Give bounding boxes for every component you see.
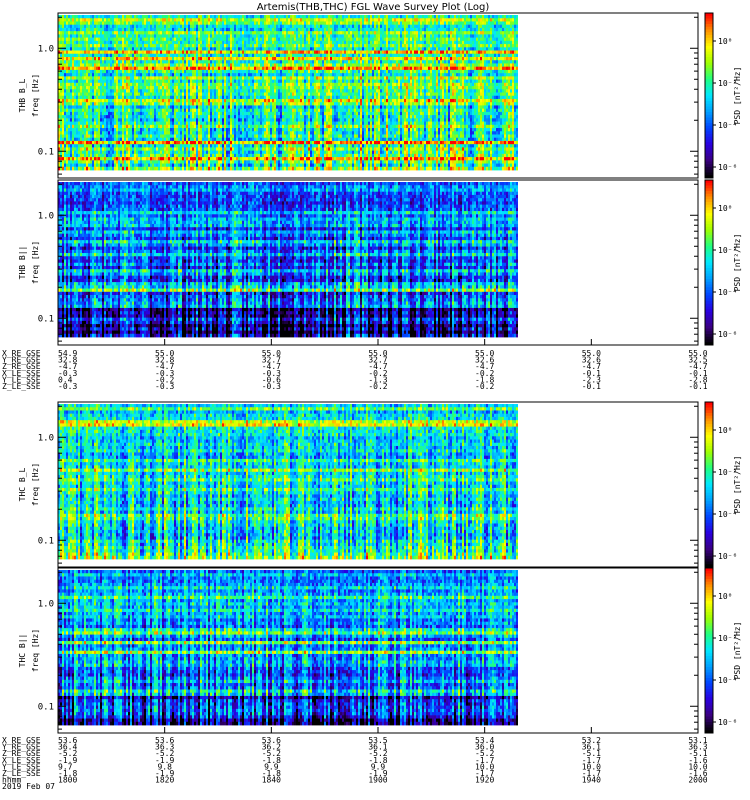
time-tick-label: 1920 <box>475 776 494 785</box>
y-axis-label: THB B_L <box>18 78 27 112</box>
spectrogram-image <box>58 404 518 559</box>
y-tick-label: 1.0 <box>38 44 54 54</box>
y-axis-label: THC B_L <box>18 467 27 501</box>
ephemeris-table: X_RE_GSE 54.9 55.0 55.0 55.0 55.0 55.0 55.0Y_RE… <box>2 349 708 391</box>
y-axis-label: freq [Hz] <box>31 74 40 117</box>
colorbar-tick-label: 10⁰ <box>718 426 732 435</box>
y-tick-label: 0.1 <box>38 536 54 546</box>
colorbar-label: PSD [nT²/Hz] <box>733 456 742 514</box>
ephemeris-value: -0.3 <box>155 382 174 391</box>
ephemeris-table: X_RE_GSE 53.6 53.6 53.6 53.5 53.4 53.2 53.1Y_RE… <box>2 736 708 791</box>
date-label: 2019 Feb 07 <box>2 782 55 791</box>
ephemeris-value: -0.1 <box>688 382 707 391</box>
time-tick-label: 1900 <box>368 776 387 785</box>
ephemeris-value: -0.3 <box>58 382 77 391</box>
spectrogram-image <box>58 182 518 337</box>
colorbar-tick-label: 10⁻⁶ <box>718 552 737 561</box>
colorbar-label: PSD [nT²/Hz] <box>733 622 742 680</box>
time-tick-label: 1800 <box>58 776 77 785</box>
plot-title: Artemis(THB,THC) FGL Wave Survey Plot (L… <box>257 2 490 13</box>
y-tick-label: 0.1 <box>38 702 54 712</box>
ephemeris-value: -0.3 <box>262 382 281 391</box>
colorbar-tick-label: 10⁻⁶ <box>718 718 737 727</box>
colorbar-label: PSD [nT²/Hz] <box>733 234 742 292</box>
colorbar-tick-label: 10⁰ <box>718 592 732 601</box>
time-tick-label: 1820 <box>155 776 174 785</box>
time-tick-label: 1940 <box>582 776 601 785</box>
spectrogram-image <box>58 15 518 170</box>
ephemeris-value: -0.1 <box>582 382 601 391</box>
y-tick-label: 0.1 <box>38 147 54 157</box>
time-tick-label: 1840 <box>262 776 281 785</box>
y-axis-label: THC B|| <box>18 634 27 668</box>
colorbar-tick-label: 10⁻⁶ <box>718 330 737 339</box>
y-axis-label: freq [Hz] <box>31 463 40 506</box>
y-tick-label: 1.0 <box>38 433 54 443</box>
colorbar-tick-label: 10⁰ <box>718 204 732 213</box>
ephemeris-value: -0.2 <box>475 382 494 391</box>
y-tick-label: 1.0 <box>38 599 54 609</box>
y-axis-label: freq [Hz] <box>31 241 40 284</box>
colorbar-tick-label: 10⁰ <box>718 37 732 46</box>
y-axis-label: THB B|| <box>18 246 27 280</box>
colorbar-tick-label: 10⁻⁶ <box>718 163 737 172</box>
colorbar-label: PSD [nT²/Hz] <box>733 67 742 125</box>
y-tick-label: 1.0 <box>38 211 54 221</box>
y-tick-label: 0.1 <box>38 314 54 324</box>
spectrogram-image <box>58 570 518 725</box>
ephemeris-value: -0.2 <box>368 382 387 391</box>
ephemeris-label: Z_LE_SSE <box>2 382 41 391</box>
time-tick-label: 2000 <box>688 776 707 785</box>
y-axis-label: freq [Hz] <box>31 629 40 672</box>
